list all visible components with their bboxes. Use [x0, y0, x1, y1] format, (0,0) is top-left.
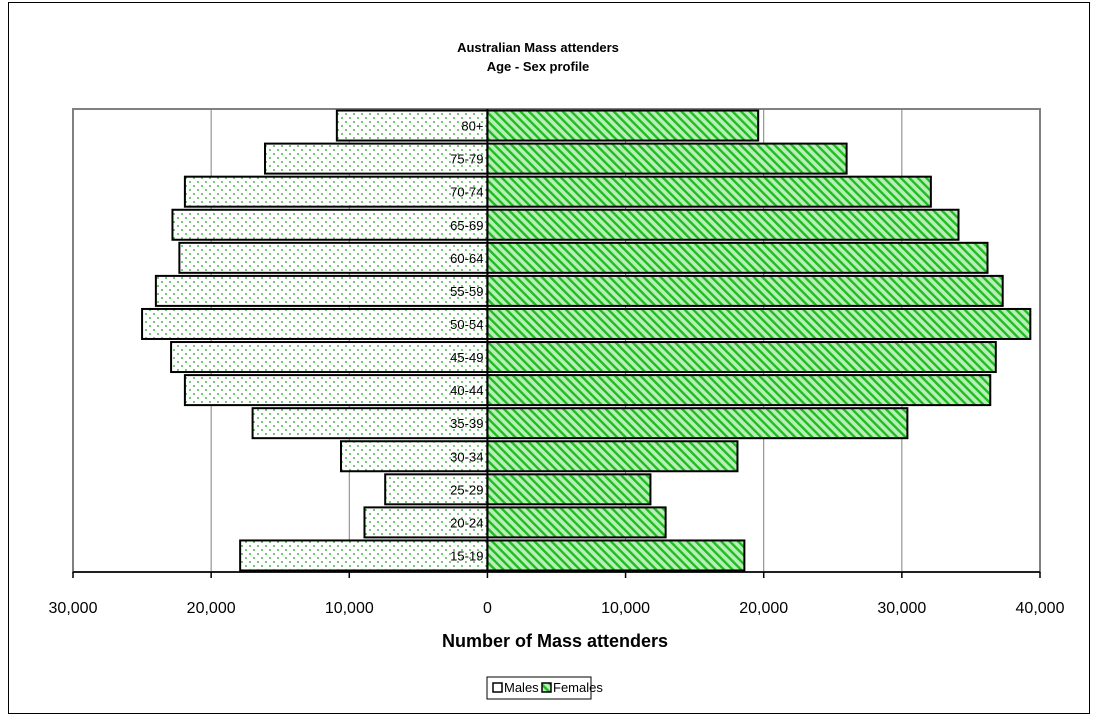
category-label-50-54: 50-54 — [450, 317, 483, 332]
bar-females-80+ — [486, 109, 760, 142]
legend-swatch-females — [541, 682, 552, 693]
bar-males-65-69 — [171, 208, 489, 241]
legend-swatch-males — [492, 682, 503, 693]
chart-title: Australian Mass attenders — [457, 40, 619, 55]
category-label-20-24: 20-24 — [450, 515, 483, 530]
bar-females-15-19 — [486, 539, 746, 572]
bar-females-40-44 — [486, 374, 992, 407]
bar-males-35-39 — [251, 407, 489, 440]
category-label-25-29: 25-29 — [450, 482, 483, 497]
x-tick-label: 10,000 — [601, 600, 650, 617]
bar-males-55-59 — [154, 274, 489, 307]
bar-females-25-29 — [486, 473, 652, 506]
legend-label-males: Males — [504, 680, 539, 695]
bar-males-75-79 — [264, 142, 489, 175]
category-label-70-74: 70-74 — [450, 185, 483, 200]
x-axis-ticks: 30,000 20,000 10,000 0 10,000 20,000 30,000 40,… — [49, 572, 1065, 617]
category-label-55-59: 55-59 — [450, 284, 483, 299]
bar-males-70-74 — [183, 175, 489, 208]
bar-females-30-34 — [486, 440, 739, 473]
bar-females-20-24 — [486, 506, 667, 539]
category-label-65-69: 65-69 — [450, 218, 483, 233]
category-label-45-49: 45-49 — [450, 350, 483, 365]
bar-males-60-64 — [178, 241, 489, 274]
bar-females-75-79 — [486, 142, 848, 175]
legend-label-females: Females — [553, 680, 603, 695]
category-label-15-19: 15-19 — [450, 548, 483, 563]
category-labels: 15-19 20-24 25-29 30-34 35-39 40-44 45-49 50-54… — [450, 119, 483, 564]
category-label-75-79: 75-79 — [450, 152, 483, 167]
bar-females-55-59 — [486, 274, 1004, 307]
bar-females-50-54 — [486, 307, 1032, 340]
bar-males-40-44 — [183, 374, 489, 407]
category-label-60-64: 60-64 — [450, 251, 483, 266]
category-label-35-39: 35-39 — [450, 416, 483, 431]
x-tick-label: 40,000 — [1016, 600, 1065, 617]
bar-females-45-49 — [486, 341, 997, 374]
bar-males-80+ — [335, 109, 489, 142]
bar-males-45-49 — [170, 341, 489, 374]
x-tick-label: 30,000 — [49, 600, 98, 617]
x-tick-label: 0 — [483, 600, 492, 617]
bar-females-35-39 — [486, 407, 909, 440]
category-label-80+: 80+ — [461, 119, 483, 134]
bar-males-50-54 — [141, 307, 489, 340]
legend: Males Females — [486, 676, 603, 700]
category-label-30-34: 30-34 — [450, 449, 483, 464]
category-label-40-44: 40-44 — [450, 383, 483, 398]
x-tick-label: 10,000 — [325, 600, 374, 617]
bar-males-20-24 — [363, 506, 489, 539]
x-tick-label: 20,000 — [187, 600, 236, 617]
chart-subtitle: Age - Sex profile — [487, 59, 590, 74]
x-tick-label: 20,000 — [739, 600, 788, 617]
bar-males-30-34 — [339, 440, 489, 473]
x-axis-title: Number of Mass attenders — [442, 631, 668, 651]
legend-box — [486, 676, 592, 700]
x-tick-label: 30,000 — [877, 600, 926, 617]
bar-females-60-64 — [486, 241, 989, 274]
bars-group — [141, 109, 1032, 572]
bar-females-70-74 — [486, 175, 932, 208]
bar-females-65-69 — [486, 208, 960, 241]
